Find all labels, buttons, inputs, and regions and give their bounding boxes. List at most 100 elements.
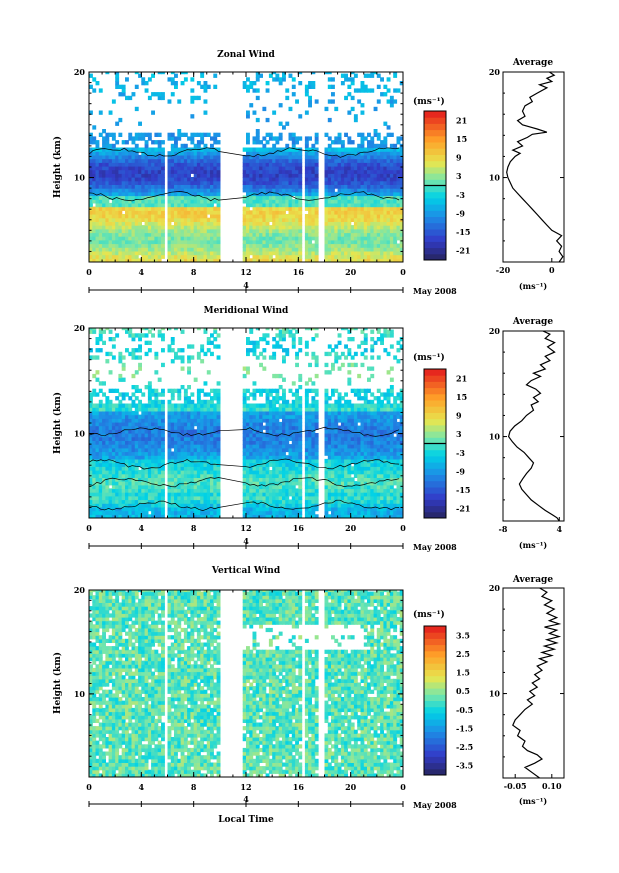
heatmap-cell <box>203 451 208 456</box>
heatmap-cell <box>108 214 113 219</box>
heatmap-cell <box>144 473 149 478</box>
heatmap-cell <box>262 337 267 342</box>
heatmap-cell <box>206 440 211 445</box>
heatmap-cell <box>272 344 277 349</box>
heatmap-cell <box>268 73 273 78</box>
heatmap-cell <box>268 191 273 197</box>
heatmap-cell <box>282 202 286 208</box>
heatmap-cell <box>98 184 103 189</box>
heatmap-cell <box>131 514 136 518</box>
heatmap-cell <box>154 466 159 471</box>
heatmap-cell <box>383 147 388 152</box>
heatmap-cell <box>118 217 123 222</box>
heatmap-cell <box>131 351 136 357</box>
heatmap-cell <box>252 110 257 115</box>
heatmap-cell <box>344 239 348 245</box>
heatmap-cell <box>180 470 185 475</box>
heatmap-cell <box>98 492 103 497</box>
heatmap-cell <box>180 232 185 237</box>
heatmap-cell <box>144 421 149 427</box>
heatmap-cell <box>183 247 188 252</box>
heatmap-cell <box>167 444 172 449</box>
heatmap-cell <box>213 243 218 248</box>
heatmap-cell <box>278 258 283 262</box>
heatmap-cell <box>314 188 319 193</box>
heatmap-cell <box>288 258 293 262</box>
heatmap-cell <box>255 458 260 464</box>
heatmap-cell <box>187 421 191 427</box>
heatmap-cell <box>89 169 93 174</box>
heatmap-cell <box>121 177 126 182</box>
heatmap-cell <box>157 143 162 149</box>
heatmap-cell <box>98 458 103 464</box>
heatmap-cell <box>308 217 312 222</box>
heatmap-cell <box>138 403 142 408</box>
heatmap-cell <box>252 477 257 482</box>
heatmap-cell <box>353 173 358 178</box>
heatmap-cell <box>206 173 211 178</box>
heatmap-cell <box>282 228 286 234</box>
heatmap-cell <box>180 495 185 501</box>
heatmap-cell <box>177 184 182 189</box>
heatmap-cell <box>396 236 401 241</box>
heatmap-cell <box>154 173 159 178</box>
heatmap-cell <box>154 254 159 259</box>
heatmap-cell <box>344 188 348 193</box>
heatmap-cell <box>389 165 394 171</box>
contour-lines <box>89 147 400 202</box>
heatmap-cell <box>327 221 332 226</box>
heatmap-cell <box>92 373 97 379</box>
heatmap-cell <box>125 444 129 449</box>
heatmap-cell <box>89 477 93 482</box>
heatmap-cell <box>167 447 172 453</box>
heatmap-cell <box>200 495 205 501</box>
heatmap-cell <box>213 184 218 189</box>
heatmap-cell <box>121 484 126 490</box>
heatmap-cell <box>259 492 263 497</box>
heatmap-cell <box>131 136 136 141</box>
heatmap-cell <box>115 140 120 145</box>
heatmap-cell <box>128 510 133 515</box>
heatmap-cell <box>242 473 247 478</box>
heatmap-cell <box>121 228 126 234</box>
heatmap-cell <box>125 236 129 241</box>
heatmap-cell <box>128 132 133 137</box>
heatmap-cell <box>118 132 123 137</box>
heatmap-cell <box>275 177 280 182</box>
heatmap-cell <box>255 503 260 508</box>
heatmap-cell <box>121 407 126 412</box>
heatmap-cell <box>190 236 195 241</box>
heatmap-cell <box>121 236 126 241</box>
heatmap-cell <box>380 151 384 156</box>
heatmap-cell <box>206 506 211 512</box>
heatmap-cell <box>272 440 277 445</box>
heatmap-cell <box>92 429 97 434</box>
colorbar-swatch <box>424 204 446 211</box>
heatmap-cell <box>252 403 257 408</box>
profile-x-tick-label: -20 <box>496 265 511 275</box>
heatmap-cell <box>255 210 260 215</box>
heatmap-cell <box>262 484 267 490</box>
heatmap-cell <box>203 158 208 163</box>
heatmap-cell <box>246 77 250 82</box>
heatmap-cell <box>334 236 339 241</box>
heatmap-cell <box>167 247 172 252</box>
heatmap-cell <box>154 236 159 241</box>
heatmap-cell <box>98 247 103 252</box>
heatmap-cell <box>98 243 103 248</box>
heatmap-cell <box>206 158 211 163</box>
heatmap-cell <box>242 407 247 412</box>
heatmap-cell <box>154 206 159 211</box>
heatmap-cell <box>147 165 152 171</box>
heatmap-cell <box>92 206 97 211</box>
heatmap-cell <box>389 247 394 252</box>
heatmap-cell <box>259 388 263 393</box>
heatmap-cell <box>367 236 371 241</box>
heatmap-cell <box>196 407 201 412</box>
heatmap-cell <box>255 169 260 174</box>
heatmap-cell <box>265 333 270 338</box>
heatmap-cell <box>180 195 185 200</box>
heatmap-cell <box>196 151 201 156</box>
heatmap-cell <box>262 462 267 467</box>
heatmap-cell <box>187 477 191 482</box>
